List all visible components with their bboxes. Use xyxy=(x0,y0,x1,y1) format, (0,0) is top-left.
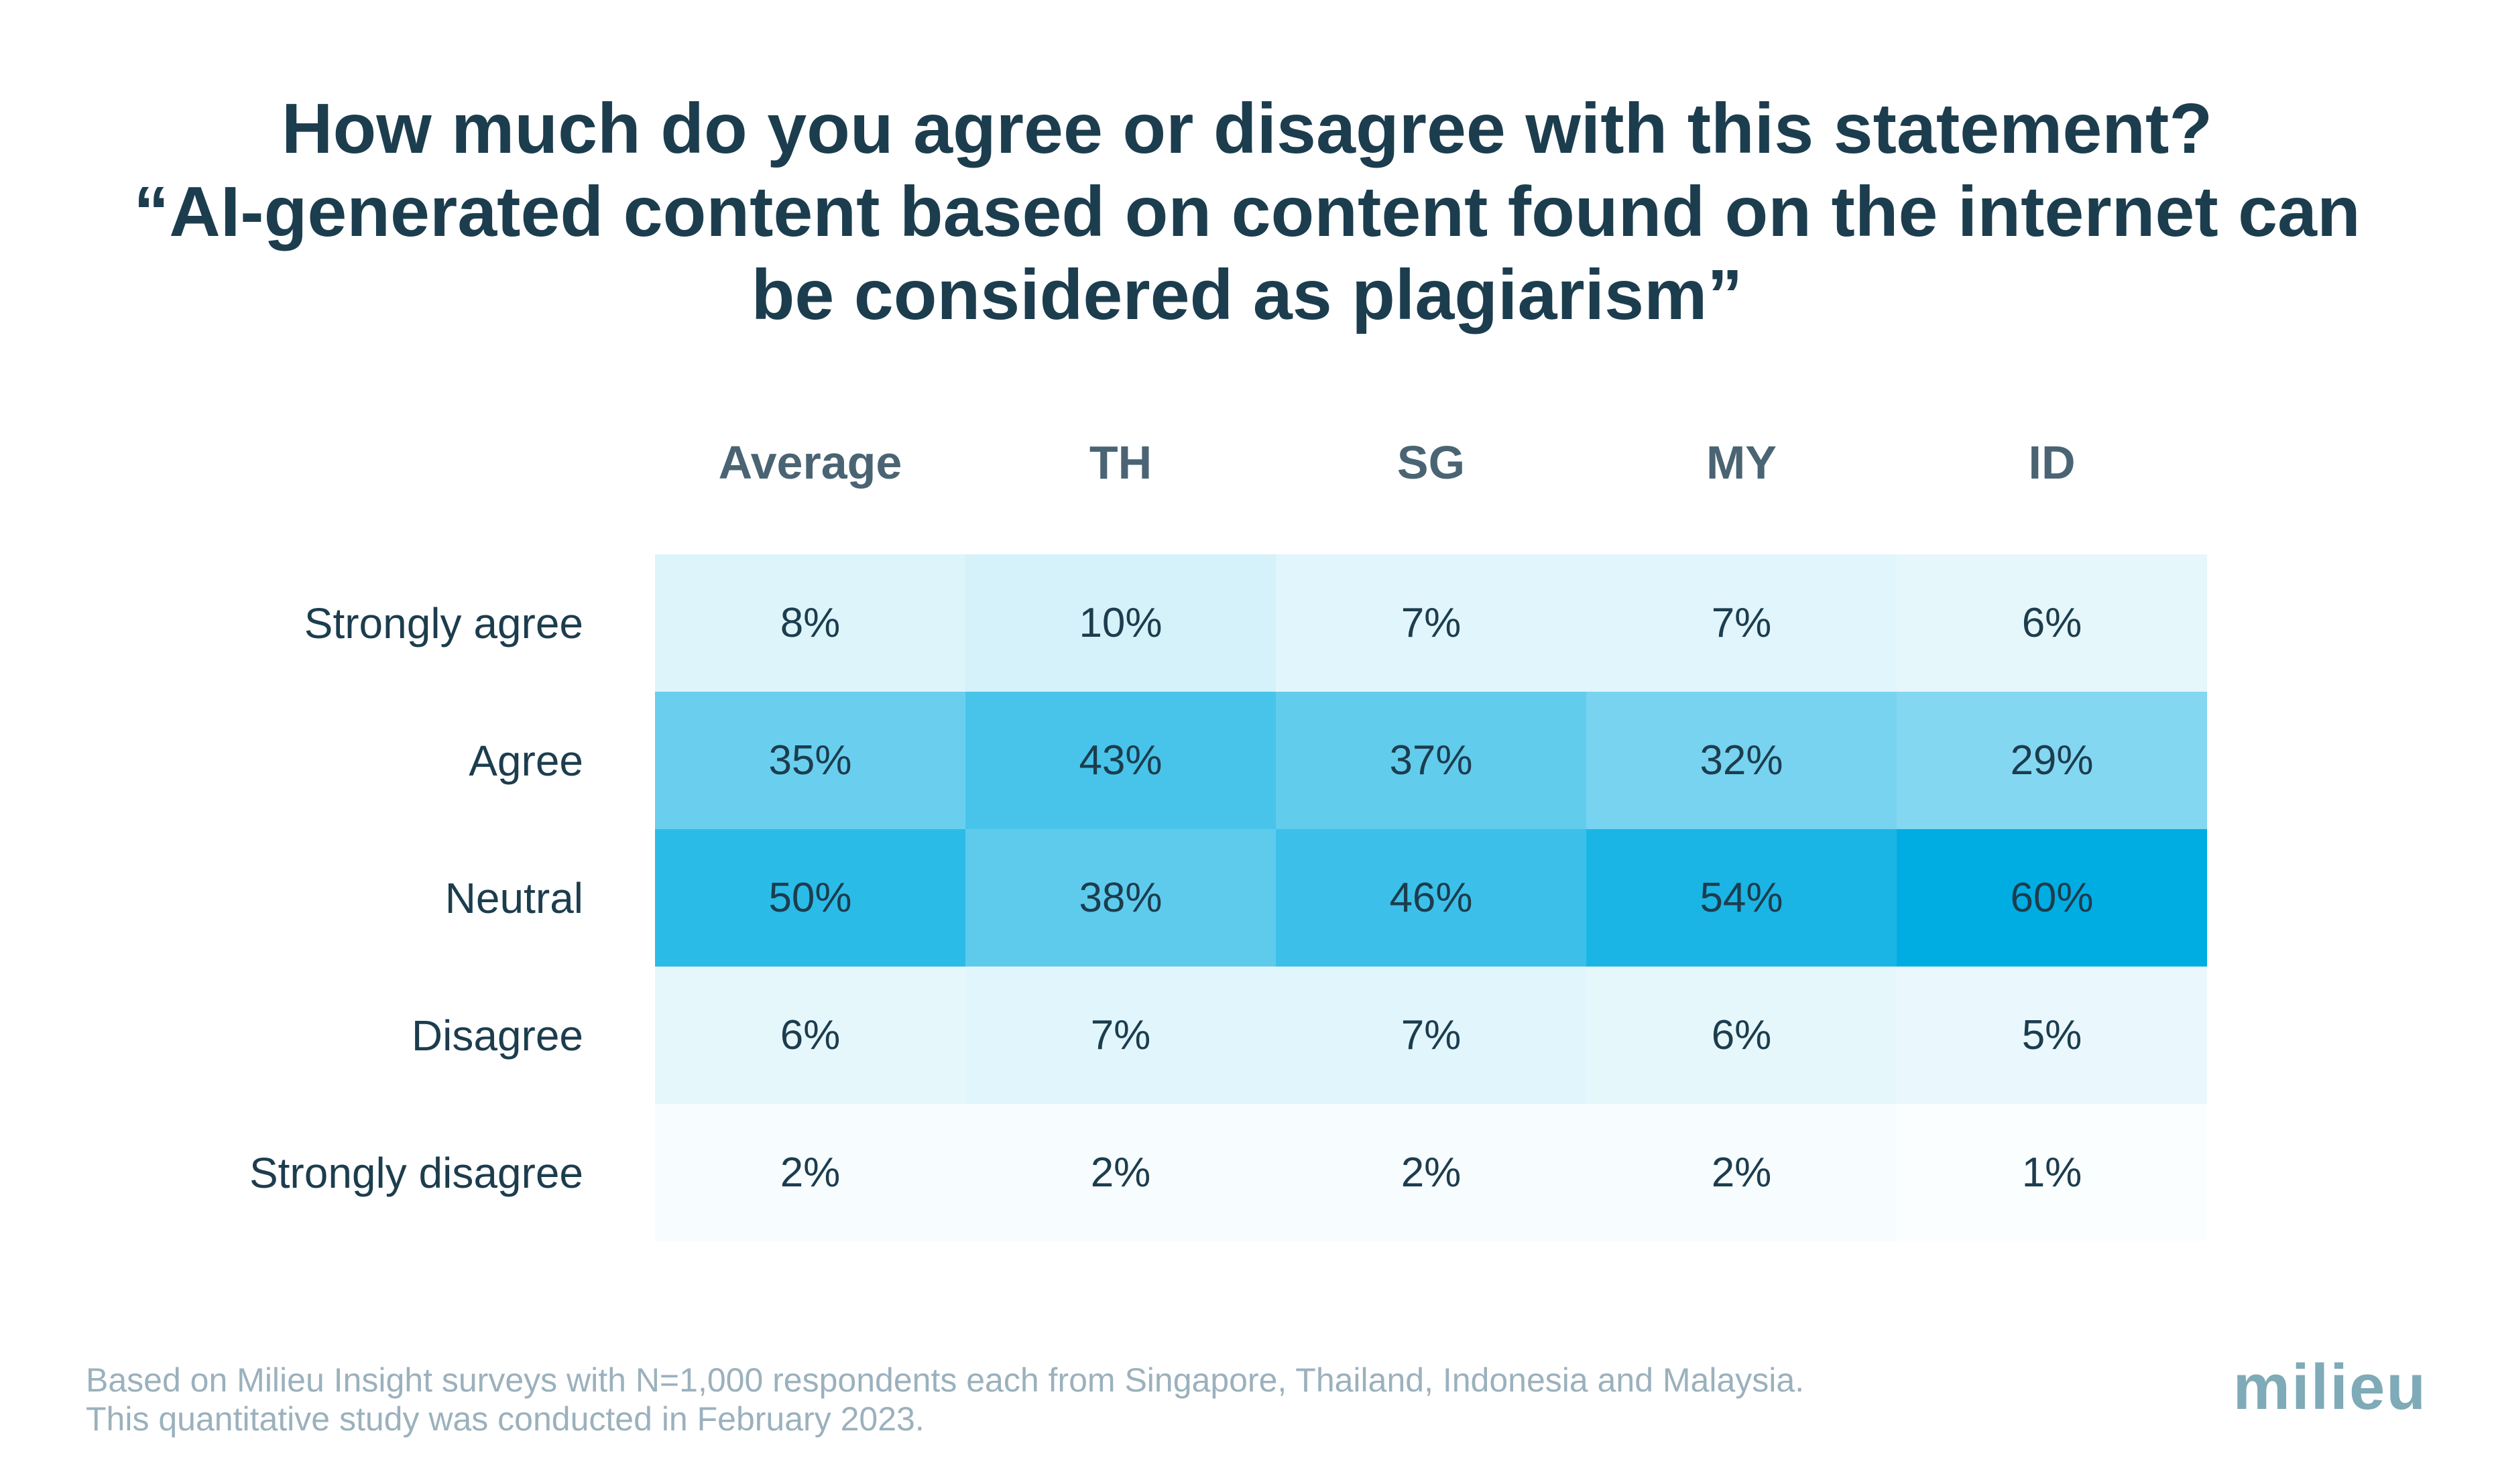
row-label-agree: Agree xyxy=(469,736,583,785)
heatmap-cell: 7% xyxy=(965,967,1276,1104)
heatmap-cell: 32% xyxy=(1586,692,1897,829)
heatmap-cell: 2% xyxy=(1276,1104,1586,1241)
cell-value: 54% xyxy=(1700,875,1783,921)
heatmap-cell: 43% xyxy=(965,692,1276,829)
column-header-sg: SG xyxy=(1397,436,1466,489)
heatmap-cell: 7% xyxy=(1276,554,1586,692)
heatmap-cell: 54% xyxy=(1586,829,1897,967)
cell-value: 5% xyxy=(2021,1012,2082,1058)
cell-value: 29% xyxy=(2010,737,2094,784)
chart-title: How much do you agree or disagree with t… xyxy=(0,87,2494,336)
heatmap-cell: 6% xyxy=(655,967,965,1104)
heatmap-cell: 2% xyxy=(1586,1104,1897,1241)
footnote: Based on Milieu Insight surveys with N=1… xyxy=(86,1361,1804,1438)
cell-value: 6% xyxy=(1711,1012,1772,1058)
cell-value: 46% xyxy=(1389,875,1473,921)
cell-value: 37% xyxy=(1389,737,1473,784)
title-line-3: be considered as plagiarism” xyxy=(751,255,1743,334)
heatmap-cell: 1% xyxy=(1897,1104,2207,1241)
cell-value: 32% xyxy=(1700,737,1783,784)
cell-value: 60% xyxy=(2010,875,2094,921)
milieu-logo: milieu xyxy=(2233,1351,2427,1423)
cell-value: 2% xyxy=(1711,1150,1772,1196)
heatmap-cell: 60% xyxy=(1897,829,2207,967)
heatmap-cell: 2% xyxy=(655,1104,965,1241)
heatmap-cell: 7% xyxy=(1586,554,1897,692)
footnote-line-1: Based on Milieu Insight surveys with N=1… xyxy=(86,1361,1805,1399)
heatmap-cell: 5% xyxy=(1897,967,2207,1104)
heatmap-cell: 50% xyxy=(655,829,965,967)
cell-value: 2% xyxy=(1401,1150,1462,1196)
row-label-strongly-agree: Strongly agree xyxy=(304,599,583,647)
title-line-1: How much do you agree or disagree with t… xyxy=(281,89,2213,168)
column-header-id: ID xyxy=(2028,436,2076,489)
heatmap-cell: 29% xyxy=(1897,692,2207,829)
heatmap-cell: 35% xyxy=(655,692,965,829)
cell-value: 7% xyxy=(1711,600,1772,646)
footnote-line-2: This quantitative study was conducted in… xyxy=(86,1400,925,1438)
column-header-my: MY xyxy=(1706,436,1777,489)
cell-value: 7% xyxy=(1401,600,1462,646)
cell-value: 38% xyxy=(1079,875,1163,921)
heatmap-cell: 37% xyxy=(1276,692,1586,829)
column-header-th: TH xyxy=(1089,436,1152,489)
column-header-average: Average xyxy=(718,436,902,489)
row-label-strongly-disagree: Strongly disagree xyxy=(249,1148,583,1197)
cell-value: 1% xyxy=(2021,1150,2082,1196)
heatmap-cell: 46% xyxy=(1276,829,1586,967)
row-label-neutral: Neutral xyxy=(444,873,583,922)
cell-value: 6% xyxy=(780,1012,841,1058)
cell-value: 50% xyxy=(768,875,852,921)
heatmap-cell: 6% xyxy=(1586,967,1897,1104)
heatmap-cell: 2% xyxy=(965,1104,1276,1241)
cell-value: 7% xyxy=(1401,1012,1462,1058)
heatmap-cell: 6% xyxy=(1897,554,2207,692)
cell-value: 43% xyxy=(1079,737,1163,784)
cell-value: 7% xyxy=(1090,1012,1151,1058)
cell-value: 10% xyxy=(1079,600,1163,646)
row-label-disagree: Disagree xyxy=(411,1011,583,1060)
heatmap-cell: 7% xyxy=(1276,967,1586,1104)
cell-value: 2% xyxy=(1090,1150,1151,1196)
heatmap-cell: 38% xyxy=(965,829,1276,967)
heatmap-cell: 10% xyxy=(965,554,1276,692)
cell-value: 8% xyxy=(780,600,841,646)
cell-value: 6% xyxy=(2021,600,2082,646)
heatmap-cell: 8% xyxy=(655,554,965,692)
title-line-2: “AI-generated content based on content f… xyxy=(133,172,2361,251)
cell-value: 35% xyxy=(768,737,852,784)
cell-value: 2% xyxy=(780,1150,841,1196)
